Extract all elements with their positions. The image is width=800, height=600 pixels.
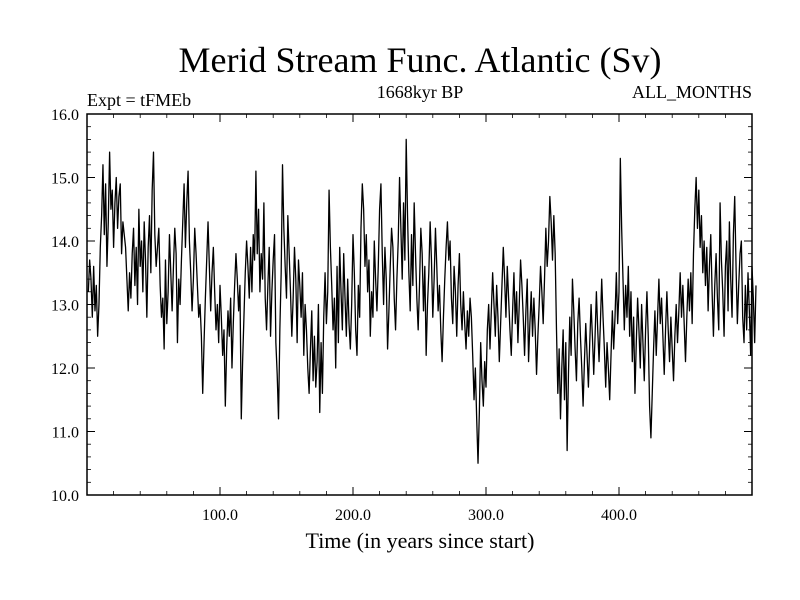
y-tick-label: 16.0 — [51, 107, 79, 124]
y-tick-label: 14.0 — [51, 234, 79, 251]
series-line — [87, 138, 757, 464]
plot-frame — [86, 113, 753, 496]
series-layer — [87, 138, 757, 464]
x-tick-label: 300.0 — [468, 507, 504, 524]
y-tick-label: 11.0 — [52, 425, 79, 442]
y-tick-label: 10.0 — [51, 488, 79, 505]
axes: 10.0 11.0 12.0 13.0 14.0 15.0 16.0 100.0 200.0 30… — [51, 107, 752, 524]
x-tick-label: 400.0 — [601, 507, 637, 524]
x-axis-label: Time (in years since start) — [306, 528, 535, 553]
x-tick-label: 100.0 — [202, 507, 238, 524]
y-tick-label: 13.0 — [51, 298, 79, 315]
months-label: ALL_MONTHS — [632, 82, 752, 102]
experiment-label: Expt = tFMEb — [87, 90, 191, 110]
y-tick-label: 12.0 — [51, 361, 79, 378]
y-tick-label: 15.0 — [51, 171, 79, 188]
chart-subtitle: 1668kyr BP — [377, 82, 464, 102]
x-tick-label: 200.0 — [335, 507, 371, 524]
chart-title: Merid Stream Func. Atlantic (Sv) — [179, 40, 662, 80]
